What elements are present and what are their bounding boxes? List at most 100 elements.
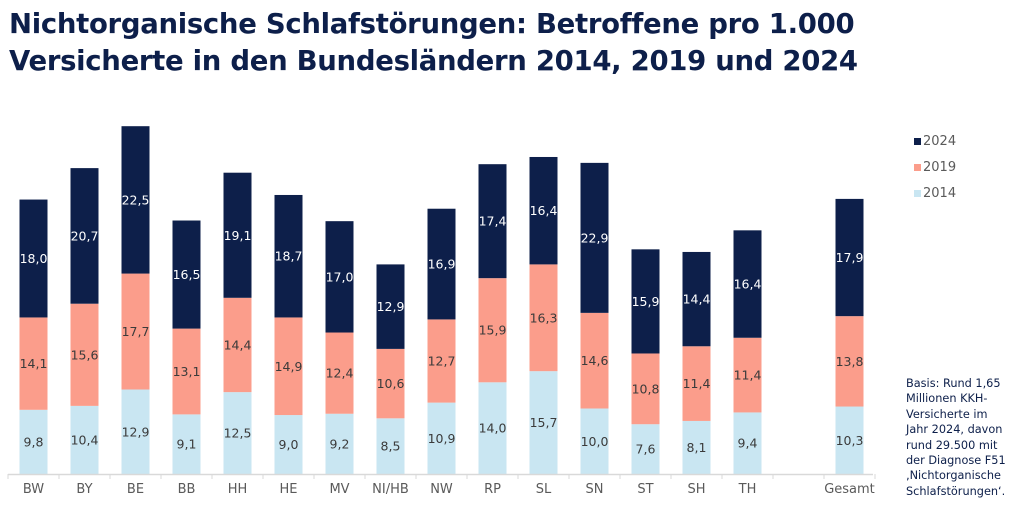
x-tick-label-ni-hb: NI/HB	[372, 482, 409, 497]
bars-group: 9,8 14,1 18,0 10,4 15,6 20,7 12,9 17,7 22,5 9,1 13…	[19, 126, 864, 474]
data-label-2014-sl: 15,7	[530, 415, 558, 430]
data-label-2019-sl: 16,3	[530, 310, 558, 325]
data-label-2014-hh: 12,5	[224, 426, 252, 441]
bar-2024-th	[733, 230, 762, 338]
bar-2014-sl	[529, 371, 558, 474]
data-label-2019-gesamt: 13,8	[836, 354, 864, 369]
data-label-2024-he: 18,7	[275, 249, 303, 264]
data-label-2019-hh: 14,4	[224, 337, 252, 352]
data-label-2014-gesamt: 10,3	[836, 433, 864, 448]
bar-2019-bb	[172, 328, 201, 415]
bar-2024-be	[121, 126, 150, 274]
data-label-2024-sl: 16,4	[530, 203, 558, 218]
data-label-2014-by: 10,4	[71, 432, 99, 447]
bar-2019-sn	[580, 312, 609, 409]
bar-2014-ni-hb	[376, 418, 405, 474]
data-label-2014-bw: 9,8	[24, 434, 44, 449]
x-tick-label-be: BE	[127, 482, 144, 497]
bar-2014-st	[631, 424, 660, 474]
data-label-2024-bw: 18,0	[20, 251, 48, 266]
x-tick-label-by: BY	[76, 482, 92, 497]
bar-2014-bb	[172, 414, 201, 474]
data-label-2024-st: 15,9	[632, 294, 660, 309]
legend-swatch-2019	[914, 163, 921, 171]
data-label-2019-bw: 14,1	[20, 356, 48, 371]
bar-2024-bw	[19, 199, 48, 318]
bar-2019-rp	[478, 278, 507, 383]
data-label-2014-rp: 14,0	[479, 421, 507, 436]
bar-2024-sh	[682, 251, 711, 347]
bar-2014-hh	[223, 392, 252, 474]
data-label-2019-ni-hb: 10,6	[377, 376, 405, 391]
data-label-2024-be: 22,5	[122, 192, 150, 207]
data-label-2019-sh: 11,4	[683, 376, 711, 391]
data-label-2019-bb: 13,1	[173, 364, 201, 379]
x-tick-label-sn: SN	[586, 482, 604, 497]
bar-2024-sn	[580, 162, 609, 313]
legend-item-2019: 2019	[914, 154, 956, 180]
x-tick-label-hh: HH	[228, 482, 248, 497]
data-label-2014-sn: 10,0	[581, 434, 609, 449]
data-label-2024-gesamt: 17,9	[836, 250, 864, 265]
x-tick-label-rp: RP	[484, 482, 501, 497]
bar-2014-mv	[325, 413, 354, 474]
data-label-2019-th: 11,4	[734, 368, 762, 383]
bar-2019-he	[274, 317, 303, 416]
bar-2019-bw	[19, 317, 48, 410]
stacked-bar-chart: 9,8 14,1 18,0 10,4 15,6 20,7 12,9 17,7 22,5 9,1 13…	[7, 126, 876, 497]
legend: 2024 2019 2014	[914, 128, 956, 206]
x-tick-label-nw: NW	[430, 482, 453, 497]
data-label-2024-th: 16,4	[734, 277, 762, 292]
data-label-2024-by: 20,7	[71, 228, 99, 243]
bar-2014-rp	[478, 382, 507, 474]
x-tick-label-he: HE	[280, 482, 298, 497]
data-label-2024-bb: 16,5	[173, 267, 201, 282]
bar-2024-rp	[478, 164, 507, 279]
bar-2024-mv	[325, 221, 354, 333]
bar-2024-sl	[529, 156, 558, 265]
bar-2024-by	[70, 168, 99, 304]
source-note: Basis: Rund 1,65 Millionen KKH- Versiche…	[906, 377, 1006, 498]
bar-2014-sn	[580, 408, 609, 474]
data-label-2019-rp: 15,9	[479, 323, 507, 338]
data-label-2014-nw: 10,9	[428, 431, 456, 446]
data-label-2019-by: 15,6	[71, 347, 99, 362]
bar-2019-nw	[427, 319, 456, 403]
bar-2019-hh	[223, 297, 252, 393]
bar-2014-by	[70, 405, 99, 474]
data-label-2014-ni-hb: 8,5	[381, 439, 401, 454]
bar-2019-th	[733, 337, 762, 413]
bar-2024-hh	[223, 172, 252, 298]
bar-2014-he	[274, 415, 303, 474]
x-tick-label-bb: BB	[178, 482, 196, 497]
legend-label-2014: 2014	[923, 185, 957, 201]
x-tick-label-sh: SH	[687, 482, 705, 497]
legend-item-2014: 2014	[914, 180, 956, 206]
bar-2024-gesamt	[835, 198, 864, 317]
bar-2024-bb	[172, 220, 201, 329]
data-label-2014-be: 12,9	[122, 424, 150, 439]
bar-2014-sh	[682, 420, 711, 474]
x-tick-label-bw: BW	[23, 482, 44, 497]
x-axis-ticks	[7, 474, 876, 479]
bar-2019-gesamt	[835, 316, 864, 407]
data-label-2019-he: 14,9	[275, 359, 303, 374]
title-line-1: Nichtorganische Schlafstörungen: Betroff…	[9, 8, 855, 40]
x-tick-label-st: ST	[637, 482, 653, 497]
bar-2019-be	[121, 273, 150, 390]
x-tick-label-mv: MV	[329, 482, 349, 497]
data-label-2014-st: 7,6	[636, 442, 656, 457]
data-label-2024-rp: 17,4	[479, 214, 507, 229]
bar-2019-sh	[682, 346, 711, 421]
legend-label-2024: 2024	[923, 133, 957, 149]
legend-swatch-2014	[914, 189, 921, 197]
data-label-2019-sn: 14,6	[581, 353, 609, 368]
data-label-2024-mv: 17,0	[326, 269, 354, 284]
data-label-2014-th: 9,4	[738, 436, 758, 451]
bar-2019-ni-hb	[376, 348, 405, 419]
data-label-2019-nw: 12,7	[428, 354, 456, 369]
title-line-2: Versicherte in den Bundesländern 2014, 2…	[9, 45, 858, 77]
data-label-2024-hh: 19,1	[224, 228, 252, 243]
data-label-2019-st: 10,8	[632, 381, 660, 396]
chart-title: Nichtorganische Schlafstörungen: Betroff…	[9, 6, 858, 80]
